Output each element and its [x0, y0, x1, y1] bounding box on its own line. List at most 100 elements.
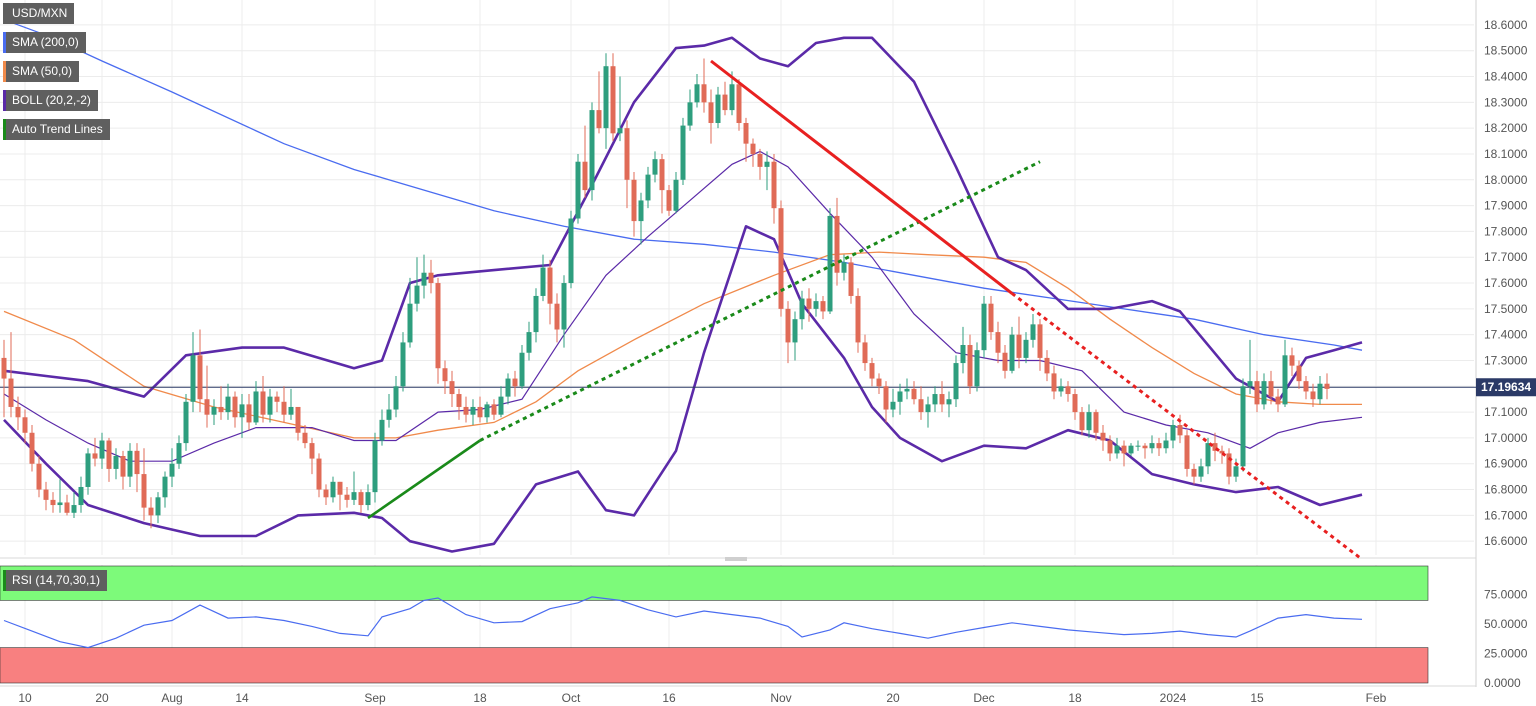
- candle: [134, 443, 140, 493]
- candle: [43, 481, 49, 511]
- candle: [855, 288, 861, 353]
- candle-body: [575, 161, 581, 219]
- candle-body: [897, 391, 903, 402]
- candle: [106, 437, 112, 482]
- candle: [253, 381, 259, 426]
- candle-body: [617, 128, 623, 134]
- candle-body: [995, 332, 1001, 353]
- candle-body: [491, 404, 497, 415]
- candle-body: [1030, 324, 1036, 340]
- candle: [792, 311, 798, 361]
- candle-body: [806, 298, 812, 309]
- candle-body: [1135, 445, 1141, 447]
- legend-item-sma200[interactable]: SMA (200,0): [3, 32, 86, 53]
- candle-body: [764, 161, 770, 167]
- candle: [85, 448, 91, 495]
- legend-item-auto-trend-lines[interactable]: Auto Trend Lines: [3, 119, 110, 140]
- candle: [785, 301, 791, 364]
- candle: [260, 375, 266, 423]
- candle: [1163, 432, 1169, 454]
- candle: [393, 375, 399, 418]
- y-tick-label: 16.8000: [1484, 483, 1528, 497]
- rsi-legend-item[interactable]: RSI (14,70,30,1): [3, 570, 108, 591]
- candle: [1009, 326, 1015, 374]
- candle: [169, 448, 175, 487]
- candle: [645, 166, 651, 209]
- candle-body: [1149, 443, 1155, 449]
- candle: [232, 391, 238, 428]
- candle: [470, 399, 476, 426]
- candle: [1282, 339, 1288, 407]
- candle-body: [505, 378, 511, 397]
- candle: [386, 394, 392, 428]
- candle-body: [778, 208, 784, 309]
- candle: [99, 432, 105, 469]
- candle: [141, 448, 147, 521]
- candle-body: [134, 450, 140, 475]
- candle: [701, 58, 707, 113]
- candle-body: [596, 110, 602, 129]
- candle: [1002, 345, 1008, 379]
- legend-item-boll[interactable]: BOLL (20,2,-2): [3, 90, 98, 111]
- x-tick-label: 20: [95, 691, 109, 705]
- candle: [1128, 443, 1134, 456]
- candle: [190, 332, 196, 413]
- candle: [659, 153, 665, 214]
- legend-label: SMA (200,0): [12, 35, 79, 49]
- bollinger-lower-line: [3, 225, 1363, 553]
- x-tick-label: 10: [18, 691, 32, 705]
- y-tick-label: 16.7000: [1484, 508, 1528, 522]
- candle: [1261, 373, 1267, 410]
- candle: [589, 102, 595, 201]
- candle-body: [197, 355, 203, 400]
- bollinger-upper-line: [3, 36, 1363, 404]
- current-price-tag: 17.19634: [1476, 378, 1536, 397]
- candle-body: [925, 404, 931, 413]
- candle: [1226, 448, 1232, 485]
- candle-body: [260, 391, 266, 415]
- candle: [736, 79, 742, 131]
- candle: [897, 383, 903, 415]
- candle-body: [526, 332, 532, 353]
- candle-body: [365, 492, 371, 506]
- candle-body: [302, 432, 308, 444]
- candle-body: [603, 66, 609, 129]
- candle: [428, 259, 434, 294]
- candle: [351, 471, 357, 506]
- candle: [1212, 432, 1218, 462]
- candle: [610, 53, 616, 142]
- legend-item-usdmxn[interactable]: USD/MXN: [3, 3, 75, 24]
- candle-body: [1233, 466, 1239, 477]
- candle-body: [1289, 355, 1295, 366]
- candle: [477, 396, 483, 423]
- candle-body: [855, 295, 861, 343]
- candle-body: [253, 391, 259, 423]
- candle: [813, 293, 819, 317]
- candle: [995, 321, 1001, 364]
- candle: [372, 432, 378, 503]
- candle: [743, 117, 749, 162]
- candle-body: [22, 417, 28, 433]
- candle-body: [15, 406, 21, 418]
- candle-body: [484, 404, 490, 418]
- candle-body: [232, 396, 238, 418]
- candle-body: [834, 215, 840, 273]
- candle-body: [876, 378, 882, 387]
- candle-body: [29, 432, 35, 464]
- candle-body: [400, 342, 406, 387]
- candle-body: [813, 301, 819, 309]
- candle: [197, 329, 203, 413]
- candle: [57, 479, 63, 513]
- candle: [757, 148, 763, 180]
- current-price-tag-bg: [1476, 378, 1536, 397]
- candle-body: [211, 406, 217, 415]
- candle: [92, 437, 98, 467]
- candle-body: [652, 159, 658, 175]
- candle-body: [589, 110, 595, 191]
- x-tick-label: Dec: [973, 691, 994, 705]
- candle-body: [771, 161, 777, 209]
- candle: [295, 406, 301, 441]
- y-tick-label: 17.9000: [1484, 199, 1528, 213]
- legend-item-sma50[interactable]: SMA (50,0): [3, 61, 80, 82]
